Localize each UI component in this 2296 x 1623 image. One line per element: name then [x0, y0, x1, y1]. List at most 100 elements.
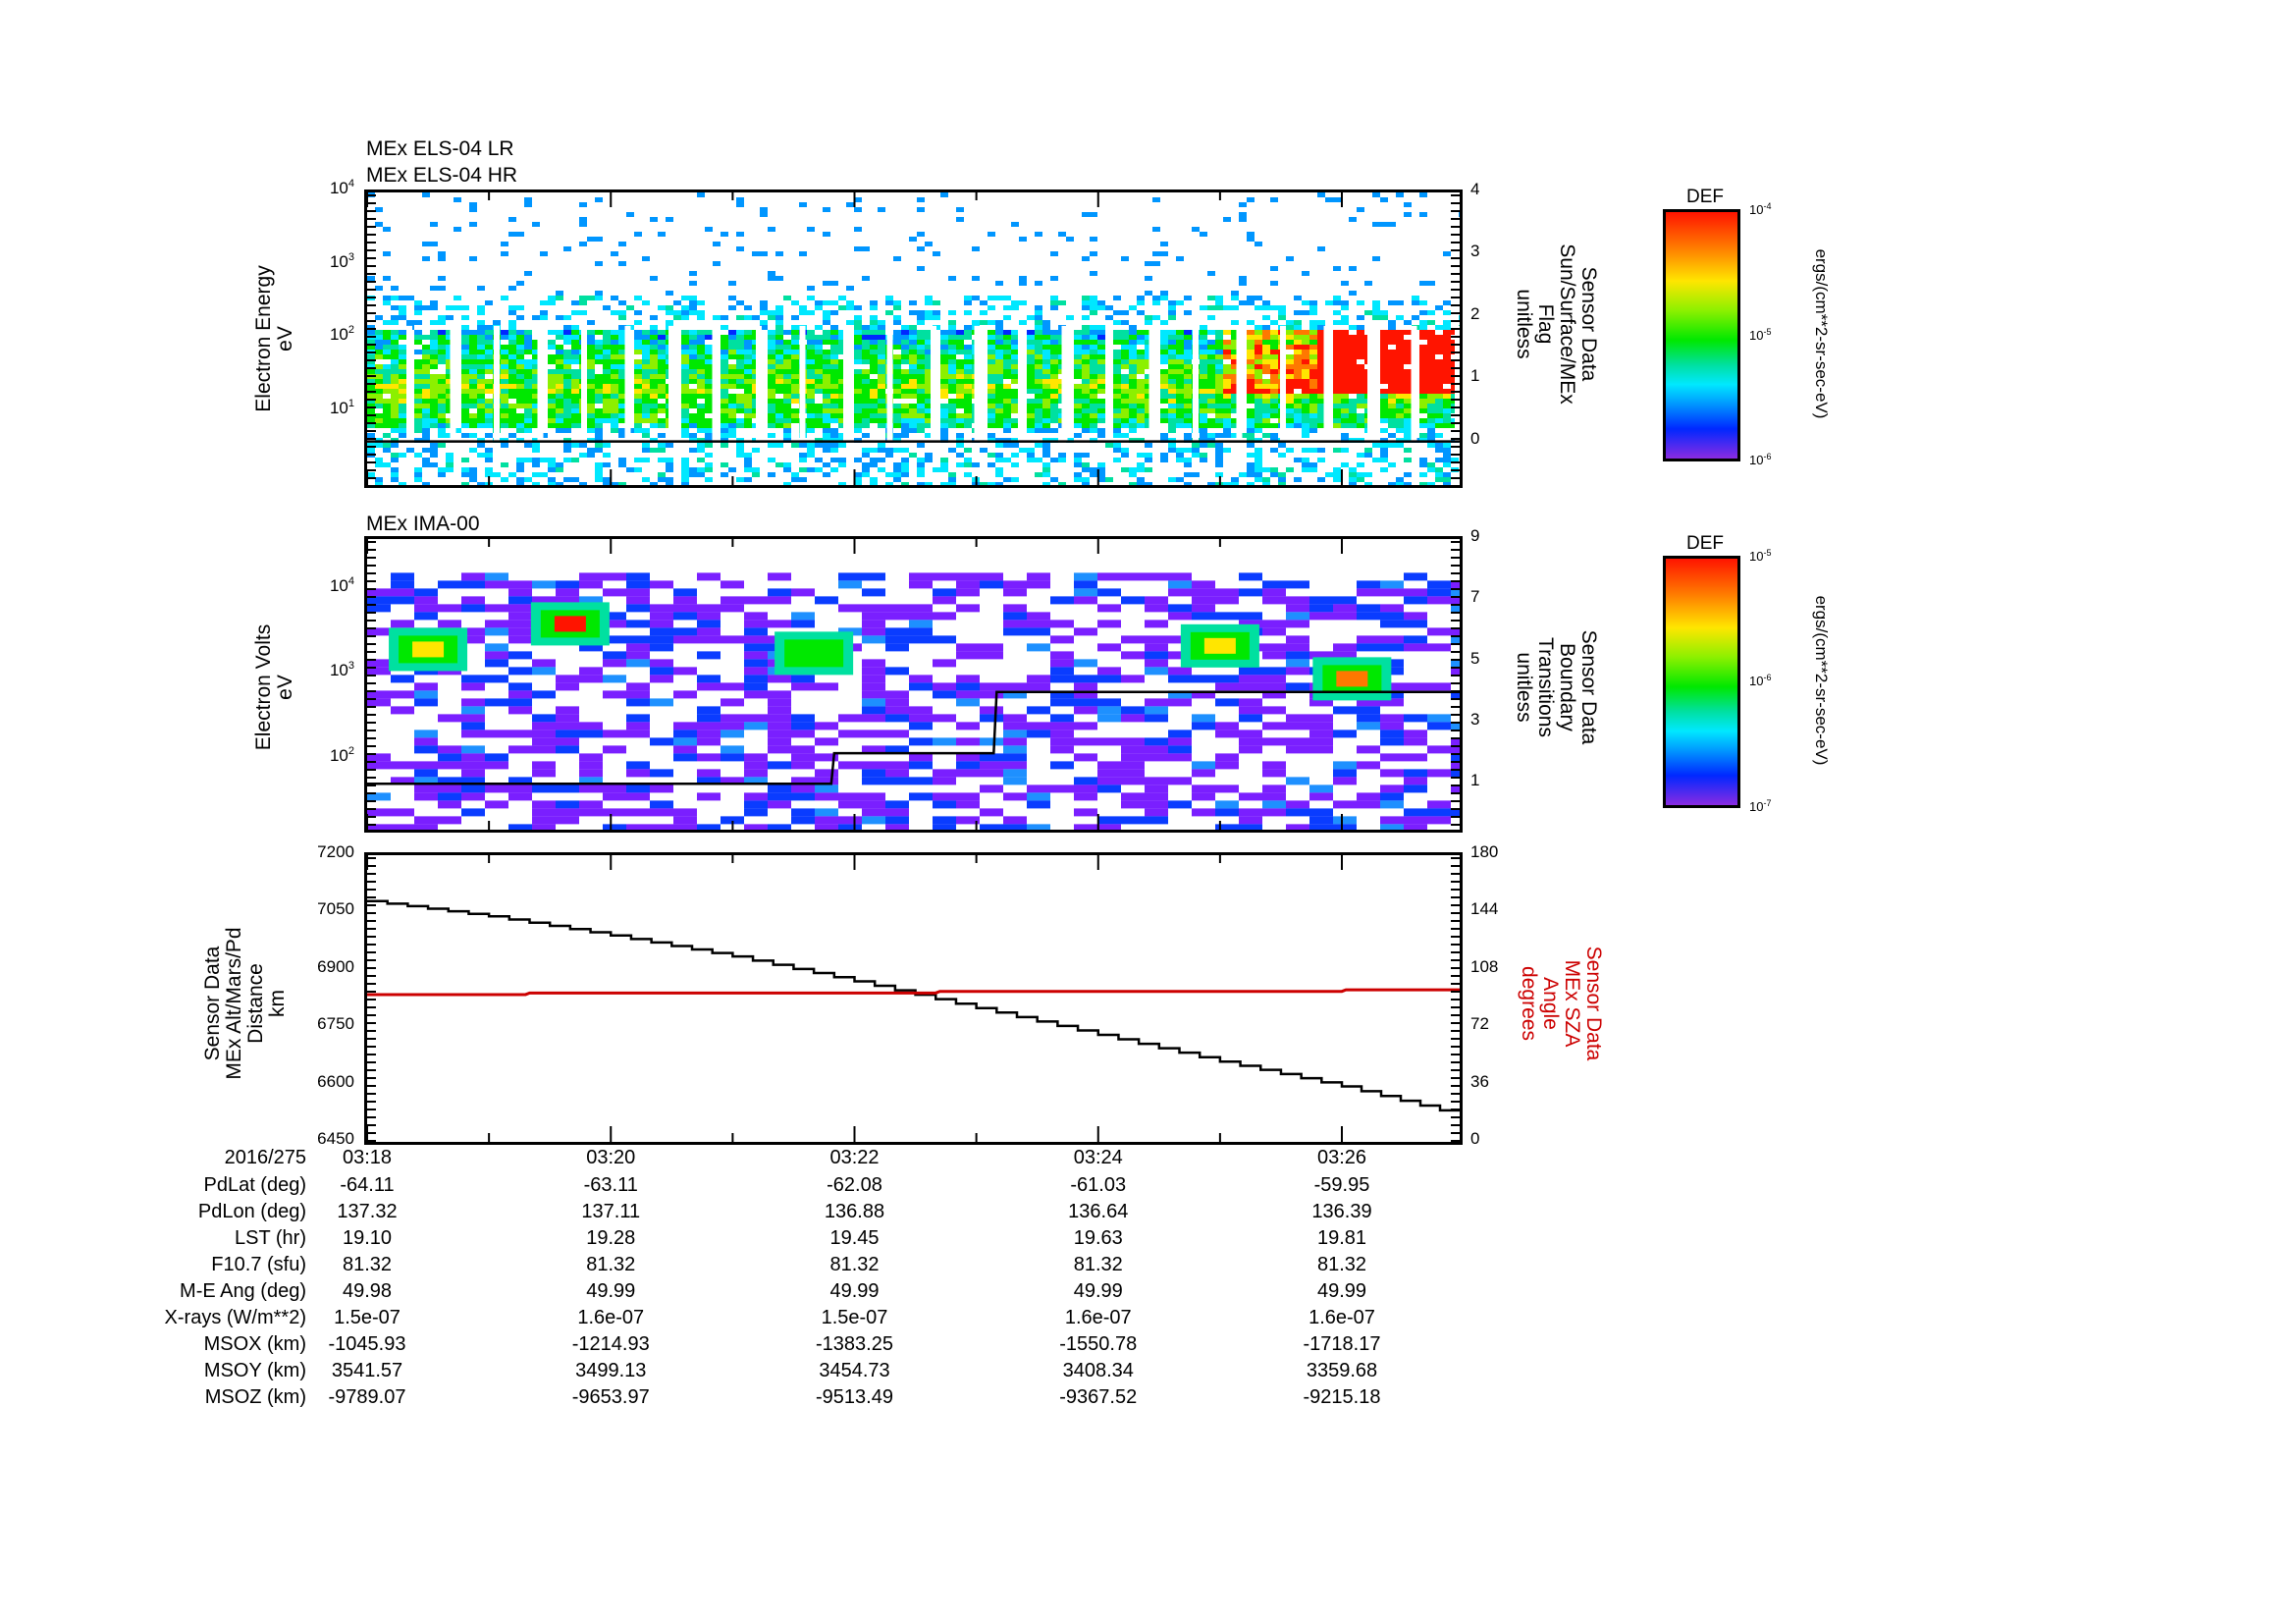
ephemeris-cell: 19.63	[1073, 1227, 1123, 1249]
ephemeris-cell: 3359.68	[1306, 1360, 1378, 1381]
ephemeris-cell: -1214.93	[571, 1333, 650, 1355]
ima-colorbar-title: DEF	[1686, 533, 1724, 554]
els-ytick-2: 103	[329, 250, 354, 271]
orbit-y2label-line2: MEx SZA	[1561, 959, 1583, 1048]
ephemeris-row-label: PdLat (deg)	[203, 1174, 306, 1196]
ephemeris-cell: 19.10	[342, 1227, 393, 1249]
ima-y2label-line4: unitless	[1513, 652, 1535, 723]
ephemeris-cell: 3454.73	[819, 1360, 890, 1381]
ephemeris-cell: 136.39	[1311, 1201, 1372, 1222]
ephemeris-cell: 136.64	[1068, 1201, 1129, 1222]
orbit-ytick-1: 7050	[317, 899, 354, 919]
els-ytick-3: 104	[329, 178, 354, 197]
ephemeris-cell: -9513.49	[816, 1386, 893, 1408]
els-y2label-line1: Sensor Data	[1577, 266, 1600, 382]
ephemeris-cell: 137.11	[581, 1201, 641, 1222]
xtick-label-1: 03:20	[586, 1147, 636, 1168]
ephemeris-cell: 19.81	[1316, 1227, 1367, 1249]
orbit-line-plot[interactable]	[364, 852, 1463, 1145]
ephemeris-cell: 81.32	[342, 1254, 393, 1275]
els-y2tick-2: 2	[1470, 303, 1480, 323]
ephemeris-cell: 1.5e-07	[334, 1307, 400, 1328]
ephemeris-row-label: MSOX (km)	[203, 1333, 306, 1355]
els-cb-tick-min: 10-6	[1749, 452, 1772, 467]
ima-ytick-2: 104	[329, 575, 354, 596]
xtick-label-2: 03:22	[829, 1147, 880, 1168]
els-ytick-0: 101	[329, 397, 354, 417]
ephemeris-cell: 136.88	[824, 1201, 885, 1222]
els-cb-tick-max: 10-4	[1749, 201, 1772, 217]
ephemeris-cell: -61.03	[1070, 1174, 1127, 1196]
els-y2label-line4: unitless	[1513, 289, 1535, 359]
ephemeris-cell: 49.99	[829, 1280, 880, 1302]
ima-spectrogram-image	[367, 572, 1460, 830]
ephemeris-cell: 81.32	[586, 1254, 636, 1275]
ima-y2label-line3: Transitions	[1534, 637, 1557, 737]
orbit-y2label: Sensor Data MEx SZA Angle degrees	[1518, 946, 1605, 1061]
ephemeris-cell: -1383.25	[816, 1333, 893, 1355]
orbit-ytick-3: 6750	[317, 1014, 354, 1034]
ephemeris-row-label: X-rays (W/m**2)	[164, 1307, 306, 1328]
els-spectrogram[interactable]	[364, 189, 1463, 488]
ephemeris-cell: -59.95	[1313, 1174, 1370, 1196]
ima-y2tick-3: 7	[1470, 587, 1480, 607]
els-ylabel: Electron Energy eV	[252, 265, 296, 412]
els-y2tick-3: 3	[1470, 242, 1480, 261]
ephemeris-cell: -1550.78	[1059, 1333, 1138, 1355]
ima-y2tick-4: 9	[1470, 526, 1480, 545]
ima-ytick-0: 102	[329, 744, 354, 765]
ima-cb-tick-max: 10-5	[1749, 548, 1772, 564]
els-ylabel-line1: Electron Energy	[252, 265, 275, 412]
ephemeris-row-label: PdLon (deg)	[197, 1201, 306, 1222]
ephemeris-cell: 19.28	[586, 1227, 636, 1249]
ephemeris-cell: 49.98	[342, 1280, 393, 1302]
ephemeris-cell: -9215.18	[1303, 1386, 1381, 1408]
orbit-y2tick-5: 0	[1470, 1129, 1480, 1148]
ephemeris-row-label: MSOY (km)	[203, 1360, 306, 1381]
ephemeris-cell: 49.99	[1316, 1280, 1367, 1302]
ephemeris-cell: -1045.93	[328, 1333, 406, 1355]
xtick-label-3: 03:24	[1073, 1147, 1123, 1168]
orbit-y2tick-0: 180	[1470, 842, 1499, 861]
ephemeris-cell: 137.32	[337, 1201, 398, 1222]
ephemeris-cell: -1718.17	[1303, 1333, 1381, 1355]
xaxis-date: 2016/275	[224, 1147, 306, 1168]
ima-colorbar-units: ergs/(cm**2-sr-sec-eV)	[1812, 595, 1831, 766]
ima-y2label-line1: Sensor Data	[1577, 629, 1600, 745]
ima-y2label: Sensor Data Boundary Transitions unitles…	[1513, 629, 1600, 745]
els-y2label-line3: Flag	[1534, 303, 1557, 345]
ephemeris-cell: -63.11	[583, 1174, 638, 1196]
els-colorbar-units: ergs/(cm**2-sr-sec-eV)	[1812, 248, 1831, 419]
ima-ylabel: Electron Volts eV	[252, 624, 296, 750]
ephemeris-cell: -9789.07	[328, 1386, 406, 1408]
orbit-y2tick-1: 144	[1470, 899, 1499, 919]
orbit-ytick-2: 6900	[317, 956, 354, 976]
ima-spectrogram[interactable]	[364, 536, 1463, 833]
ima-ytick-1: 103	[329, 660, 354, 680]
ephemeris-row-label: F10.7 (sfu)	[211, 1254, 306, 1275]
els-ylabel-line2: eV	[274, 326, 296, 352]
ephemeris-cell: 81.32	[1073, 1254, 1123, 1275]
els-colorbar-title: DEF	[1686, 187, 1724, 207]
ephemeris-cell: -62.08	[827, 1174, 882, 1196]
ephemeris-cell: 1.6e-07	[1064, 1307, 1132, 1328]
orbit-ylabel-line2: MEx Alt/Mars/Pd	[223, 927, 245, 1080]
els-ytick-1: 102	[329, 324, 354, 344]
ephemeris-cell: 49.99	[1073, 1280, 1123, 1302]
ephemeris-cell: 49.99	[586, 1280, 636, 1302]
els-cb-tick-mid: 10-5	[1749, 327, 1772, 343]
els-spectrogram-image	[367, 192, 1460, 485]
ephemeris-row-label: LST (hr)	[235, 1227, 306, 1249]
ima-title: MEx IMA-00	[366, 513, 480, 535]
els-y2label: Sensor Data Sun/Surface/MEx Flag unitles…	[1513, 243, 1600, 404]
orbit-y2label-line1: Sensor Data	[1582, 946, 1605, 1061]
ima-cb-tick-mid: 10-6	[1749, 673, 1772, 688]
els-y2tick-4: 4	[1470, 180, 1480, 198]
orbit-ytick-4: 6600	[317, 1071, 354, 1091]
orbit-ylabel-line1: Sensor Data	[201, 946, 224, 1061]
els-title-hr: MEx ELS-04 HR	[366, 164, 518, 187]
ima-ylabel-line2: eV	[274, 675, 296, 700]
ima-colorbar	[1663, 556, 1740, 808]
ephemeris-cell: 81.32	[829, 1254, 880, 1275]
ima-y2label-line2: Boundary	[1556, 643, 1578, 731]
